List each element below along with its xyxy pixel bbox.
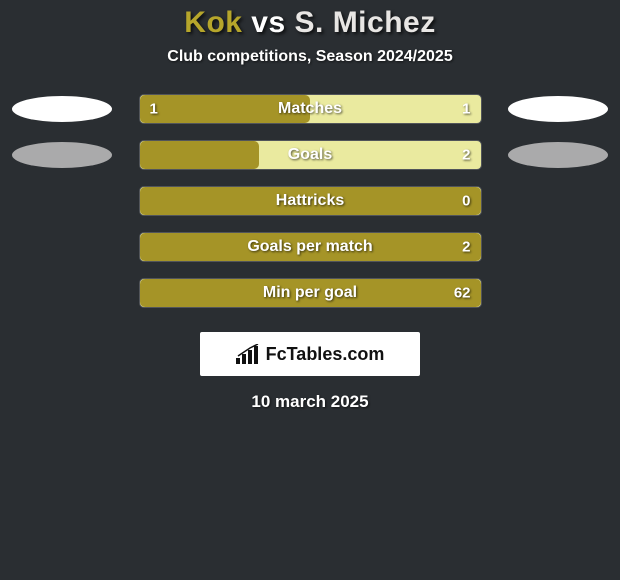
subtitle: Club competitions, Season 2024/2025 [167, 48, 452, 66]
stat-right-value: 1 [462, 101, 470, 118]
stat-bar-goals-per-match: Goals per match 2 [139, 232, 482, 262]
stat-left-value: 1 [150, 101, 158, 118]
stat-row: Goals 2 [0, 140, 620, 170]
stat-label: Hattricks [276, 192, 344, 210]
stat-right-value: 0 [462, 193, 470, 210]
page-title: Kok vs S. Michez [184, 6, 435, 40]
title-player1: Kok [184, 6, 242, 39]
stats-rows: 1 Matches 1 Goals 2 Hattricks 0 [0, 94, 620, 308]
stat-right-value: 2 [462, 239, 470, 256]
date-label: 10 march 2025 [251, 392, 368, 412]
bar-chart-icon [236, 344, 260, 364]
avatar-left [12, 142, 112, 168]
brand-link[interactable]: FcTables.com [200, 332, 420, 376]
avatar-right [508, 96, 608, 122]
stat-row: Hattricks 0 [0, 186, 620, 216]
stat-bar-goals: Goals 2 [139, 140, 482, 170]
stat-row: Min per goal 62 [0, 278, 620, 308]
stat-bar-hattricks: Hattricks 0 [139, 186, 482, 216]
stat-label: Goals per match [247, 238, 372, 256]
stat-row: 1 Matches 1 [0, 94, 620, 124]
stat-right-value: 62 [454, 285, 471, 302]
stat-right-value: 2 [462, 147, 470, 164]
title-vs: vs [242, 6, 294, 39]
brand-text: FcTables.com [266, 344, 385, 365]
title-player2: S. Michez [295, 6, 436, 39]
bar-fill [140, 141, 259, 169]
avatar-right [508, 142, 608, 168]
stat-label: Min per goal [263, 284, 357, 302]
stat-bar-matches: 1 Matches 1 [139, 94, 482, 124]
comparison-card: Kok vs S. Michez Club competitions, Seas… [0, 0, 620, 412]
stat-row: Goals per match 2 [0, 232, 620, 262]
stat-label: Goals [288, 146, 332, 164]
stat-bar-min-per-goal: Min per goal 62 [139, 278, 482, 308]
avatar-left [12, 96, 112, 122]
stat-label: Matches [278, 100, 342, 118]
